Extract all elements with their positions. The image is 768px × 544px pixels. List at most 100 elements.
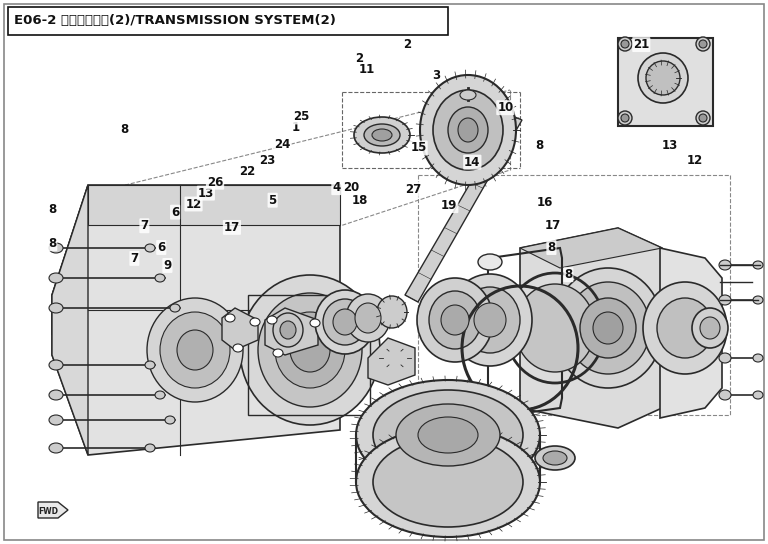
- Ellipse shape: [543, 451, 567, 465]
- Ellipse shape: [753, 391, 763, 399]
- Ellipse shape: [719, 353, 731, 363]
- Ellipse shape: [49, 443, 63, 453]
- Text: 8: 8: [48, 237, 56, 250]
- Ellipse shape: [372, 129, 392, 141]
- Ellipse shape: [699, 114, 707, 122]
- Text: 27: 27: [405, 183, 422, 196]
- Ellipse shape: [433, 90, 503, 170]
- Text: 25: 25: [293, 110, 310, 123]
- Ellipse shape: [377, 296, 407, 328]
- Ellipse shape: [460, 90, 476, 100]
- Ellipse shape: [373, 390, 523, 480]
- Ellipse shape: [49, 243, 63, 253]
- Ellipse shape: [155, 391, 165, 399]
- Ellipse shape: [719, 260, 731, 270]
- Text: 6: 6: [171, 206, 179, 219]
- Ellipse shape: [753, 261, 763, 269]
- Text: 12: 12: [687, 154, 703, 167]
- Polygon shape: [405, 115, 522, 302]
- Ellipse shape: [333, 309, 357, 335]
- Text: E06-2 换挡变速系统(2)/TRANSMISSION SYSTEM(2): E06-2 换挡变速系统(2)/TRANSMISSION SYSTEM(2): [14, 15, 336, 28]
- Polygon shape: [222, 308, 258, 350]
- Ellipse shape: [696, 37, 710, 51]
- Polygon shape: [52, 185, 88, 335]
- Ellipse shape: [145, 444, 155, 452]
- Ellipse shape: [699, 40, 707, 48]
- Text: 21: 21: [633, 38, 650, 51]
- Ellipse shape: [280, 321, 296, 339]
- Ellipse shape: [458, 118, 478, 142]
- Ellipse shape: [396, 404, 500, 466]
- Ellipse shape: [643, 282, 727, 374]
- Polygon shape: [368, 338, 415, 385]
- Ellipse shape: [441, 305, 469, 335]
- Text: 26: 26: [207, 176, 223, 189]
- Polygon shape: [52, 185, 340, 455]
- Ellipse shape: [593, 312, 623, 344]
- Text: 18: 18: [351, 194, 368, 207]
- Ellipse shape: [515, 284, 595, 372]
- Ellipse shape: [49, 303, 63, 313]
- Ellipse shape: [646, 61, 680, 95]
- Ellipse shape: [429, 291, 481, 349]
- Ellipse shape: [478, 400, 502, 416]
- Ellipse shape: [618, 111, 632, 125]
- Ellipse shape: [310, 319, 320, 327]
- Ellipse shape: [719, 295, 731, 305]
- Ellipse shape: [145, 361, 155, 369]
- Ellipse shape: [373, 437, 523, 527]
- Polygon shape: [520, 228, 662, 428]
- Text: 16: 16: [537, 196, 554, 209]
- Text: 13: 13: [661, 139, 678, 152]
- Ellipse shape: [273, 313, 303, 347]
- Polygon shape: [38, 502, 68, 518]
- Ellipse shape: [580, 298, 636, 358]
- Ellipse shape: [417, 278, 493, 362]
- Ellipse shape: [692, 308, 728, 348]
- Text: 1: 1: [292, 121, 300, 134]
- Text: 3: 3: [432, 69, 440, 82]
- Text: 24: 24: [274, 138, 291, 151]
- Bar: [618, 38, 713, 126]
- Polygon shape: [520, 228, 662, 268]
- Text: FWD: FWD: [38, 506, 58, 516]
- Ellipse shape: [474, 303, 506, 337]
- Ellipse shape: [621, 40, 629, 48]
- Polygon shape: [88, 185, 340, 225]
- Ellipse shape: [315, 290, 375, 354]
- Text: 7: 7: [131, 252, 138, 265]
- Ellipse shape: [753, 354, 763, 362]
- Text: 22: 22: [239, 165, 256, 178]
- Ellipse shape: [155, 274, 165, 282]
- Ellipse shape: [448, 107, 488, 153]
- Text: 4: 4: [333, 181, 340, 194]
- Text: 5: 5: [269, 194, 276, 207]
- Text: 8: 8: [548, 241, 555, 254]
- Ellipse shape: [290, 328, 330, 372]
- Text: 8: 8: [564, 268, 572, 281]
- Ellipse shape: [177, 330, 213, 370]
- Text: 6: 6: [157, 241, 165, 254]
- Ellipse shape: [553, 268, 663, 388]
- Text: 14: 14: [464, 156, 481, 169]
- Text: 17: 17: [545, 219, 561, 232]
- Ellipse shape: [535, 446, 575, 470]
- Ellipse shape: [323, 299, 367, 345]
- Ellipse shape: [418, 417, 478, 453]
- Ellipse shape: [258, 293, 362, 407]
- Ellipse shape: [170, 304, 180, 312]
- Ellipse shape: [273, 349, 283, 357]
- Ellipse shape: [753, 296, 763, 304]
- Ellipse shape: [49, 360, 63, 370]
- Ellipse shape: [49, 415, 63, 425]
- Bar: [8, 7, 448, 35]
- Text: 13: 13: [197, 187, 214, 200]
- Ellipse shape: [267, 316, 277, 324]
- Ellipse shape: [364, 124, 400, 146]
- Ellipse shape: [354, 117, 410, 153]
- Ellipse shape: [145, 244, 155, 252]
- Ellipse shape: [225, 314, 235, 322]
- Text: 20: 20: [343, 181, 360, 194]
- Ellipse shape: [621, 114, 629, 122]
- Polygon shape: [265, 308, 318, 355]
